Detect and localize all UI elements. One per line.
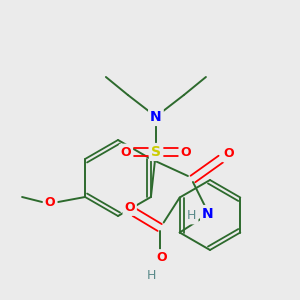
- Text: S: S: [151, 145, 161, 159]
- Text: H: H: [147, 269, 156, 282]
- Text: N: N: [150, 110, 162, 124]
- Text: O: O: [181, 146, 191, 158]
- Text: O: O: [45, 196, 56, 208]
- Text: O: O: [156, 251, 167, 264]
- Text: O: O: [124, 201, 135, 214]
- Text: H: H: [187, 209, 196, 223]
- Text: N: N: [202, 207, 214, 221]
- Text: O: O: [224, 148, 234, 160]
- Text: O: O: [121, 146, 131, 158]
